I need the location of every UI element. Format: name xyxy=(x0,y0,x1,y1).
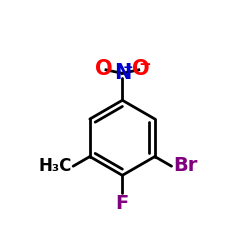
Text: O: O xyxy=(95,60,112,80)
Text: −: − xyxy=(138,56,151,72)
Text: Br: Br xyxy=(173,156,198,175)
Text: H₃C: H₃C xyxy=(38,157,72,175)
Text: +: + xyxy=(122,62,133,74)
Text: O: O xyxy=(132,60,150,80)
Text: N: N xyxy=(114,63,131,83)
Text: F: F xyxy=(116,194,129,213)
